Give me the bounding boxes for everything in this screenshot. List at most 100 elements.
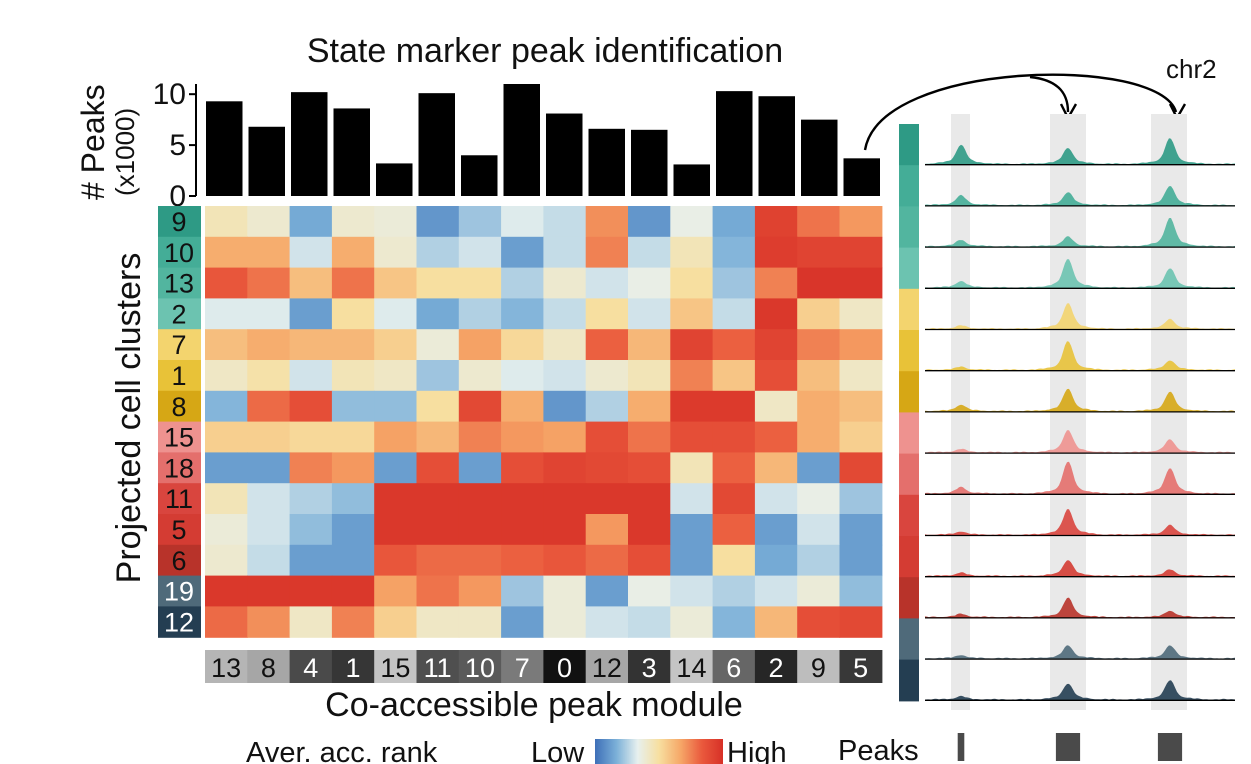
- heatmap-cell: [712, 452, 756, 484]
- heatmap-cell: [247, 390, 291, 423]
- coverage-track: [925, 138, 1235, 165]
- heatmap-cell: [331, 267, 375, 299]
- heatmap-cell: [628, 360, 671, 392]
- bar: [461, 155, 498, 196]
- heatmap-cell: [501, 267, 544, 299]
- heatmap-cell: [712, 575, 756, 607]
- heatmap-cell: [670, 236, 714, 269]
- track-color: [899, 288, 919, 331]
- peaks-label: Peaks: [838, 735, 919, 764]
- heatmap-cell: [247, 360, 291, 392]
- heatmap-cell: [797, 514, 841, 546]
- coverage-track: [925, 218, 1235, 248]
- column-color: [289, 650, 333, 683]
- heatmap-cell: [712, 421, 756, 453]
- heatmap-cell: [712, 390, 756, 423]
- row-color: [158, 606, 201, 638]
- track-color: [899, 330, 919, 372]
- bar: [333, 108, 370, 196]
- legend-colorbar: [595, 739, 723, 764]
- row-color: [158, 360, 201, 392]
- heatmap-xlabel: Co-accessible peak module: [325, 686, 743, 724]
- bar: [758, 96, 795, 196]
- coverage-track: [925, 560, 1235, 577]
- heatmap-cell: [205, 421, 248, 453]
- column-label: 11: [424, 653, 452, 683]
- coverage-track: [925, 645, 1235, 660]
- heatmap-cell: [585, 606, 629, 638]
- row-label: 2: [171, 299, 186, 329]
- heatmap-cell: [839, 452, 883, 484]
- heatmap-cell: [585, 329, 629, 361]
- heatmap-cell: [331, 329, 375, 361]
- heatmap-cell: [374, 575, 418, 607]
- heatmap-cell: [205, 483, 248, 515]
- bar: [546, 113, 583, 196]
- column-label: 10: [465, 653, 495, 683]
- heatmap-cell: [543, 206, 587, 238]
- heatmap-cell: [628, 514, 671, 546]
- track-color: [899, 124, 919, 166]
- chr-label: chr2: [1166, 54, 1217, 84]
- heatmap-cell: [670, 267, 714, 299]
- heatmap-cell: [670, 298, 714, 330]
- heatmap-cell: [712, 544, 756, 577]
- coverage-track: [925, 186, 1235, 206]
- heatmap-cell: [670, 514, 714, 546]
- column-label: 7: [515, 653, 530, 683]
- heatmap-cell: [416, 206, 460, 238]
- heatmap-cell: [712, 329, 756, 361]
- heatmap-cell: [289, 390, 333, 423]
- heatmap-cell: [797, 421, 841, 453]
- heatmap-cell: [543, 483, 587, 515]
- heatmap-cell: [247, 452, 291, 484]
- heatmap-cell: [585, 236, 629, 269]
- heatmap-cell: [797, 390, 841, 423]
- track-color: [899, 206, 919, 249]
- heatmap-cell: [247, 514, 291, 546]
- heatmap-cell: [247, 575, 291, 607]
- heatmap-cell: [289, 267, 333, 299]
- heatmap-cell: [628, 329, 671, 361]
- row-color: [158, 298, 201, 330]
- heatmap-cell: [289, 575, 333, 607]
- heatmap-cell: [839, 514, 883, 546]
- heatmap-cell: [374, 544, 418, 577]
- row-label: 1: [171, 361, 186, 391]
- track-color: [899, 577, 919, 619]
- heatmap-cell: [247, 267, 291, 299]
- heatmap-cell: [247, 421, 291, 453]
- heatmap-cell: [839, 267, 883, 299]
- heatmap-cell: [331, 483, 375, 515]
- row-label: 5: [171, 515, 186, 545]
- heatmap-cell: [585, 575, 629, 607]
- heatmap-cell: [754, 390, 798, 423]
- column-color: [712, 650, 756, 683]
- column-label: 3: [642, 653, 657, 683]
- heatmap-cell: [331, 206, 375, 238]
- row-color: [158, 236, 201, 269]
- heatmap-cell: [247, 606, 291, 638]
- heatmap-cell: [797, 606, 841, 638]
- track-color: [899, 494, 919, 537]
- heatmap-cell: [501, 514, 544, 546]
- column-color: [247, 650, 291, 683]
- heatmap-cell: [205, 360, 248, 392]
- coverage-track: [925, 680, 1235, 701]
- heatmap-cell: [289, 206, 333, 238]
- heatmap-cell: [458, 329, 502, 361]
- heatmap-cell: [416, 360, 460, 392]
- chart-title: State marker peak identification: [307, 32, 783, 70]
- column-color: [797, 650, 841, 683]
- bar: [843, 158, 880, 196]
- heatmap-cell: [628, 206, 671, 238]
- row-color: [158, 452, 201, 484]
- heatmap-cell: [331, 390, 375, 423]
- row-color: [158, 544, 201, 577]
- heatmap-cell: [712, 360, 756, 392]
- track-color: [899, 412, 919, 455]
- heatmap-cell: [331, 452, 375, 484]
- heatmap-cell: [585, 267, 629, 299]
- track-color: [899, 247, 919, 290]
- heatmap-cell: [839, 390, 883, 423]
